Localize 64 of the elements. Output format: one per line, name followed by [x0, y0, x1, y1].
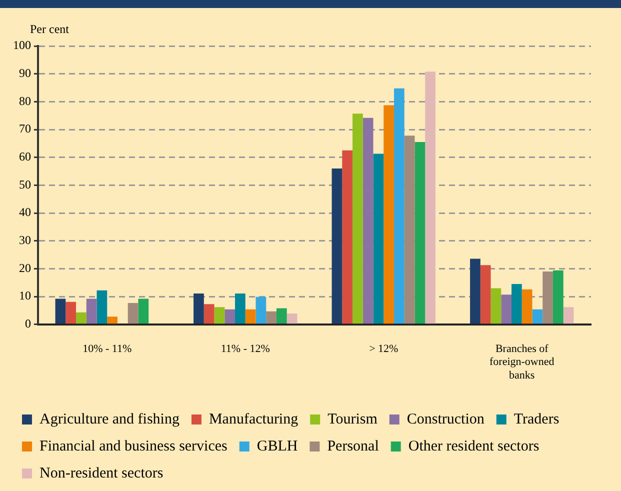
bar	[55, 298, 66, 324]
y-tick-label: 0	[25, 316, 31, 331]
bar	[76, 312, 86, 324]
bar	[256, 296, 266, 324]
bar	[96, 290, 108, 324]
bar	[138, 298, 149, 324]
bar	[352, 114, 363, 324]
bar	[332, 168, 342, 324]
y-tick-label: 30	[19, 233, 31, 248]
legend-label: Construction	[406, 411, 485, 428]
x-tick-label: 10% - 11%	[82, 342, 132, 355]
bar	[276, 308, 287, 324]
bar	[384, 105, 394, 324]
bar	[394, 88, 404, 324]
y-tick-label: 60	[19, 150, 31, 164]
bar	[86, 298, 97, 324]
bar	[563, 307, 574, 324]
x-tick-label: Branches of foreign-owned banks	[489, 342, 555, 382]
bar	[362, 118, 374, 324]
y-tick-label: 90	[19, 66, 31, 80]
bar	[522, 289, 532, 324]
y-tick-label: 70	[19, 122, 31, 136]
x-tick-label: > 12%	[369, 342, 398, 355]
legend-label: Manufacturing	[208, 411, 299, 428]
y-tick-label: 50	[19, 177, 31, 192]
bar	[512, 284, 522, 324]
bar	[286, 314, 298, 324]
legend-label: GBLH	[256, 438, 298, 454]
legend-label: Other resident sectors	[408, 438, 540, 454]
bar	[532, 309, 543, 324]
x-tick-label: 11% - 12%	[220, 342, 270, 355]
legend-label: Tourism	[328, 411, 378, 428]
y-tick-label: 40	[19, 205, 31, 220]
bar	[480, 265, 491, 324]
y-tick-label: 10	[19, 288, 31, 303]
legend-label: Financial and business services	[40, 438, 228, 454]
bar	[404, 136, 415, 324]
y-tick-label: 20	[19, 260, 31, 275]
legend-label: Personal	[327, 438, 379, 454]
bar	[501, 294, 512, 324]
bar	[266, 311, 276, 324]
bar	[490, 288, 502, 324]
y-axis-title: Per cent	[30, 22, 70, 36]
legend-label: Traders	[514, 411, 560, 428]
y-tick-label: 80	[19, 94, 31, 108]
bar	[204, 304, 214, 324]
bar	[235, 294, 246, 324]
bar	[194, 294, 204, 324]
bar	[107, 316, 118, 324]
bar	[245, 309, 256, 324]
bar	[552, 270, 564, 324]
bar	[66, 302, 76, 324]
legend-label: Non-resident sectors	[40, 465, 164, 482]
bar	[373, 154, 384, 324]
bar	[414, 142, 426, 324]
bar	[224, 309, 236, 324]
bar	[128, 302, 138, 324]
bar	[425, 72, 436, 324]
bar	[342, 150, 353, 324]
legend-label: Agriculture and fishing	[40, 411, 180, 428]
bar	[470, 258, 480, 324]
bar	[214, 307, 225, 324]
bar	[542, 272, 553, 324]
y-tick-label: 100	[13, 38, 31, 52]
